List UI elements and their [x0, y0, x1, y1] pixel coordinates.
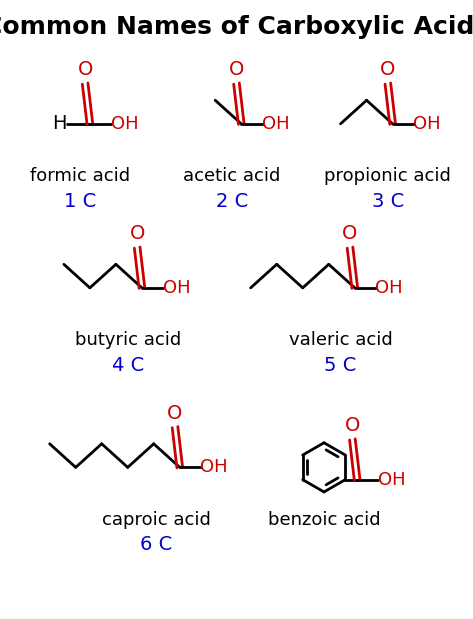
Text: 4 C: 4 C — [112, 356, 144, 374]
Text: OH: OH — [413, 115, 441, 133]
Text: OH: OH — [378, 470, 405, 488]
Text: 1 C: 1 C — [64, 192, 96, 210]
Text: OH: OH — [262, 115, 289, 133]
Text: 3 C: 3 C — [372, 192, 404, 210]
Text: acetic acid: acetic acid — [183, 167, 280, 186]
Text: O: O — [167, 404, 183, 423]
Text: 5 C: 5 C — [324, 356, 357, 374]
Text: O: O — [342, 225, 358, 243]
Text: O: O — [380, 61, 395, 79]
Text: butyric acid: butyric acid — [75, 331, 181, 350]
Text: 2 C: 2 C — [216, 192, 248, 210]
Text: O: O — [229, 61, 244, 79]
Text: OH: OH — [111, 115, 138, 133]
Text: caproic acid: caproic acid — [102, 511, 210, 529]
Text: H: H — [52, 115, 66, 133]
Text: formic acid: formic acid — [30, 167, 131, 186]
Text: valeric acid: valeric acid — [289, 331, 393, 350]
Text: benzoic acid: benzoic acid — [268, 511, 380, 529]
Text: O: O — [345, 417, 360, 435]
Text: OH: OH — [201, 458, 228, 477]
Text: O: O — [78, 61, 93, 79]
Text: O: O — [130, 225, 145, 243]
Text: Common Names of Carboxylic Acids: Common Names of Carboxylic Acids — [0, 15, 473, 40]
Text: OH: OH — [376, 279, 403, 297]
Text: 6 C: 6 C — [140, 535, 172, 554]
Text: OH: OH — [163, 279, 190, 297]
Text: propionic acid: propionic acid — [324, 167, 451, 186]
